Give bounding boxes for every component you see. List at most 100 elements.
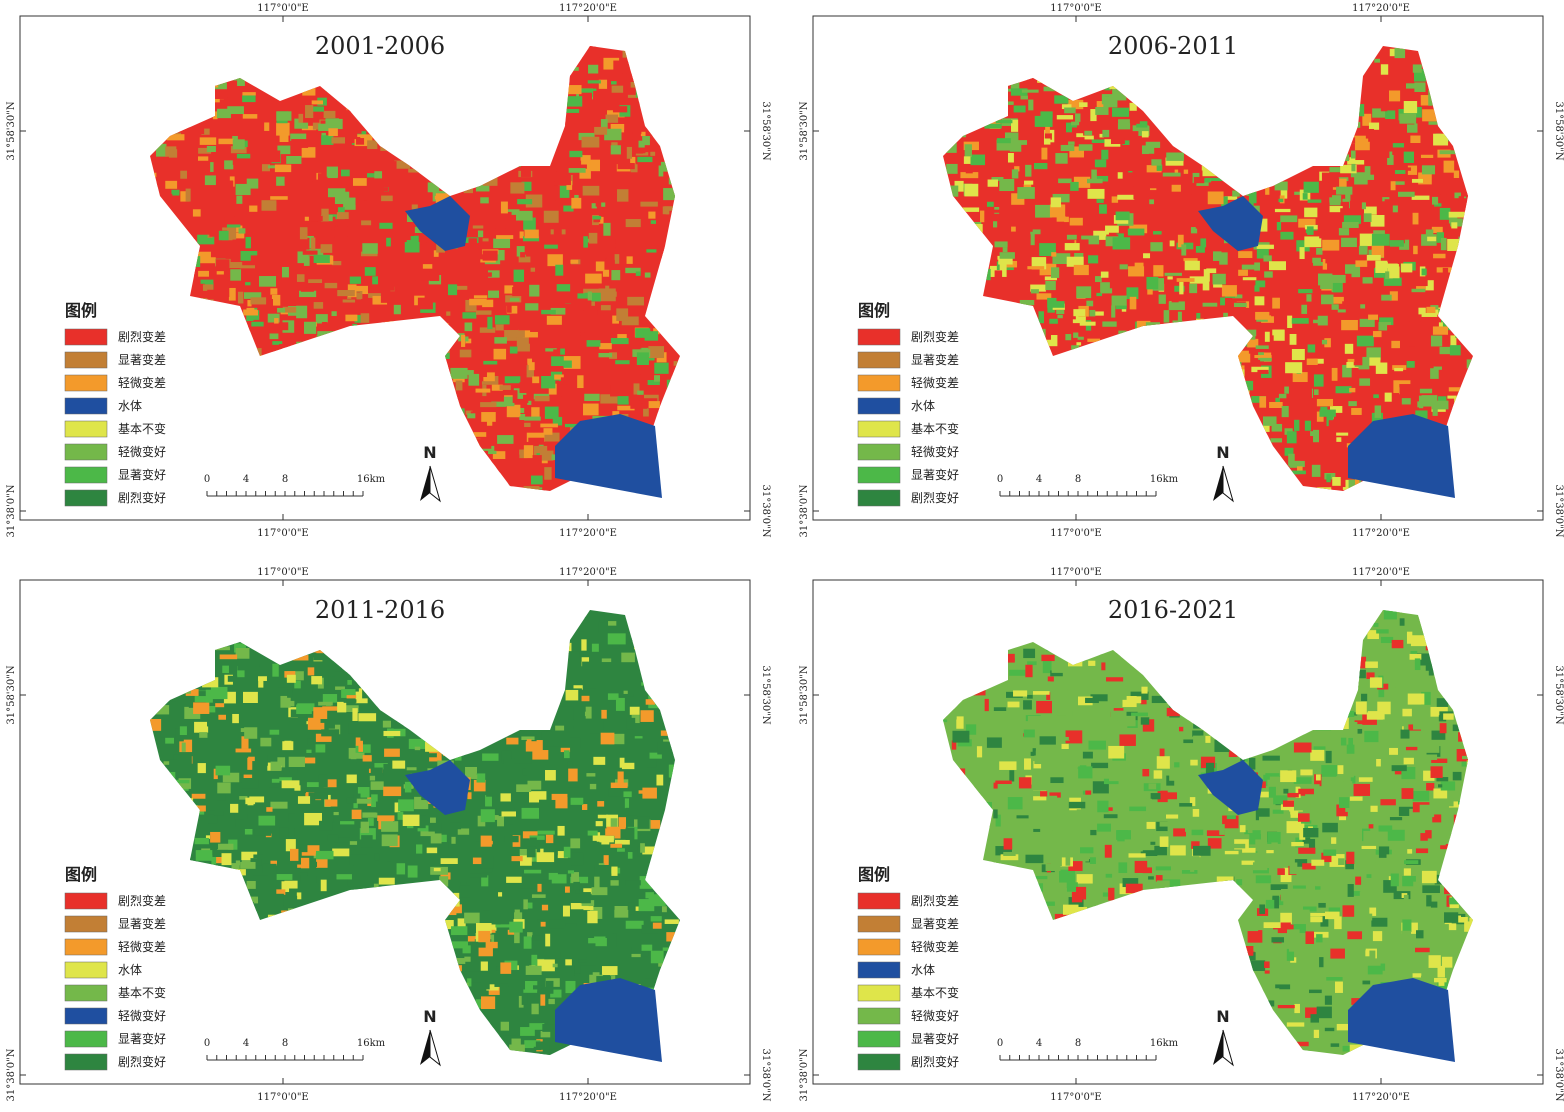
land-patch [235,814,248,820]
land-patch [187,212,193,221]
lat-label: 31°38'0"N [760,485,771,538]
land-patch [383,721,391,728]
land-patch [1103,96,1117,107]
land-patch [1041,148,1047,160]
land-patch [1336,187,1352,195]
land-patch [993,221,997,227]
land-patch [427,848,437,854]
land-patch [599,616,604,623]
land-patch [1300,247,1305,259]
land-patch [1374,190,1379,199]
land-patch [642,136,650,145]
land-patch [467,413,475,418]
land-patch [611,381,626,393]
land-patch [497,435,513,444]
land-patch [318,702,333,706]
land-patch [465,322,473,331]
land-patch [637,391,643,395]
land-patch [630,707,640,715]
land-patch [571,872,579,883]
land-patch [1335,982,1343,993]
legend-swatch [858,467,900,483]
land-patch [1034,163,1047,169]
land-patch [1441,781,1455,790]
land-patch [1006,238,1019,243]
land-patch [1051,252,1056,256]
land-patch [1014,839,1026,852]
land-patch [1413,791,1430,801]
land-patch [1284,387,1289,394]
land-patch [284,896,297,907]
land-patch [626,219,641,227]
land-patch [1272,424,1282,432]
land-patch [183,136,196,143]
land-patch [1361,175,1374,180]
land-patch [486,793,493,796]
land-patch [195,161,210,173]
north-label: N [423,1007,436,1026]
land-patch [1300,769,1312,775]
land-patch [493,239,510,249]
land-patch [468,374,479,386]
land-patch [1260,358,1272,362]
land-patch [1095,107,1108,115]
legend-label: 轻微变好 [911,444,959,459]
land-patch [1389,90,1400,101]
land-patch [1050,777,1063,783]
land-patch [1051,197,1061,207]
land-patch [1189,284,1197,293]
land-patch [633,726,645,736]
land-patch [596,261,605,271]
land-patch [290,849,298,861]
land-patch [627,147,632,159]
land-patch [1422,269,1427,276]
land-patch [637,157,652,162]
land-patch [182,743,186,752]
land-patch [570,260,578,264]
land-patch [353,256,366,262]
land-patch [478,231,483,238]
land-patch [270,730,280,735]
land-patch [1322,240,1339,251]
land-patch [583,236,588,247]
land-patch [1282,406,1289,417]
land-patch [232,714,239,723]
land-patch [1371,215,1385,227]
land-patch [1045,281,1056,290]
land-patch [541,1031,551,1037]
land-patch [519,416,525,420]
land-patch [1269,402,1283,408]
land-patch [483,251,498,261]
land-patch [285,178,296,185]
land-patch [1083,752,1093,759]
land-patch [1273,810,1284,814]
land-patch [1179,727,1183,731]
land-patch [1373,931,1382,941]
land-patch [618,163,635,169]
land-patch [653,923,662,929]
land-patch [464,248,479,258]
land-patch [314,792,328,799]
land-patch [997,138,1011,143]
land-patch [521,166,531,177]
land-patch [1076,286,1091,298]
land-patch [207,146,216,152]
land-patch [407,767,417,770]
land-patch [485,841,493,845]
land-patch [523,899,527,909]
land-patch [1288,454,1295,466]
land-patch [387,862,392,873]
land-patch [1256,345,1269,349]
land-patch [585,274,602,284]
land-patch [1398,192,1415,197]
land-patch [1269,261,1286,270]
land-patch [1242,861,1255,865]
land-patch [295,203,310,211]
land-patch [291,139,308,148]
panel-title: 2001-2006 [315,32,445,60]
land-patch [1322,340,1327,344]
land-patch [1373,331,1382,337]
legend-title: 图例 [65,865,97,884]
land-patch [616,698,625,711]
land-patch [480,197,489,203]
